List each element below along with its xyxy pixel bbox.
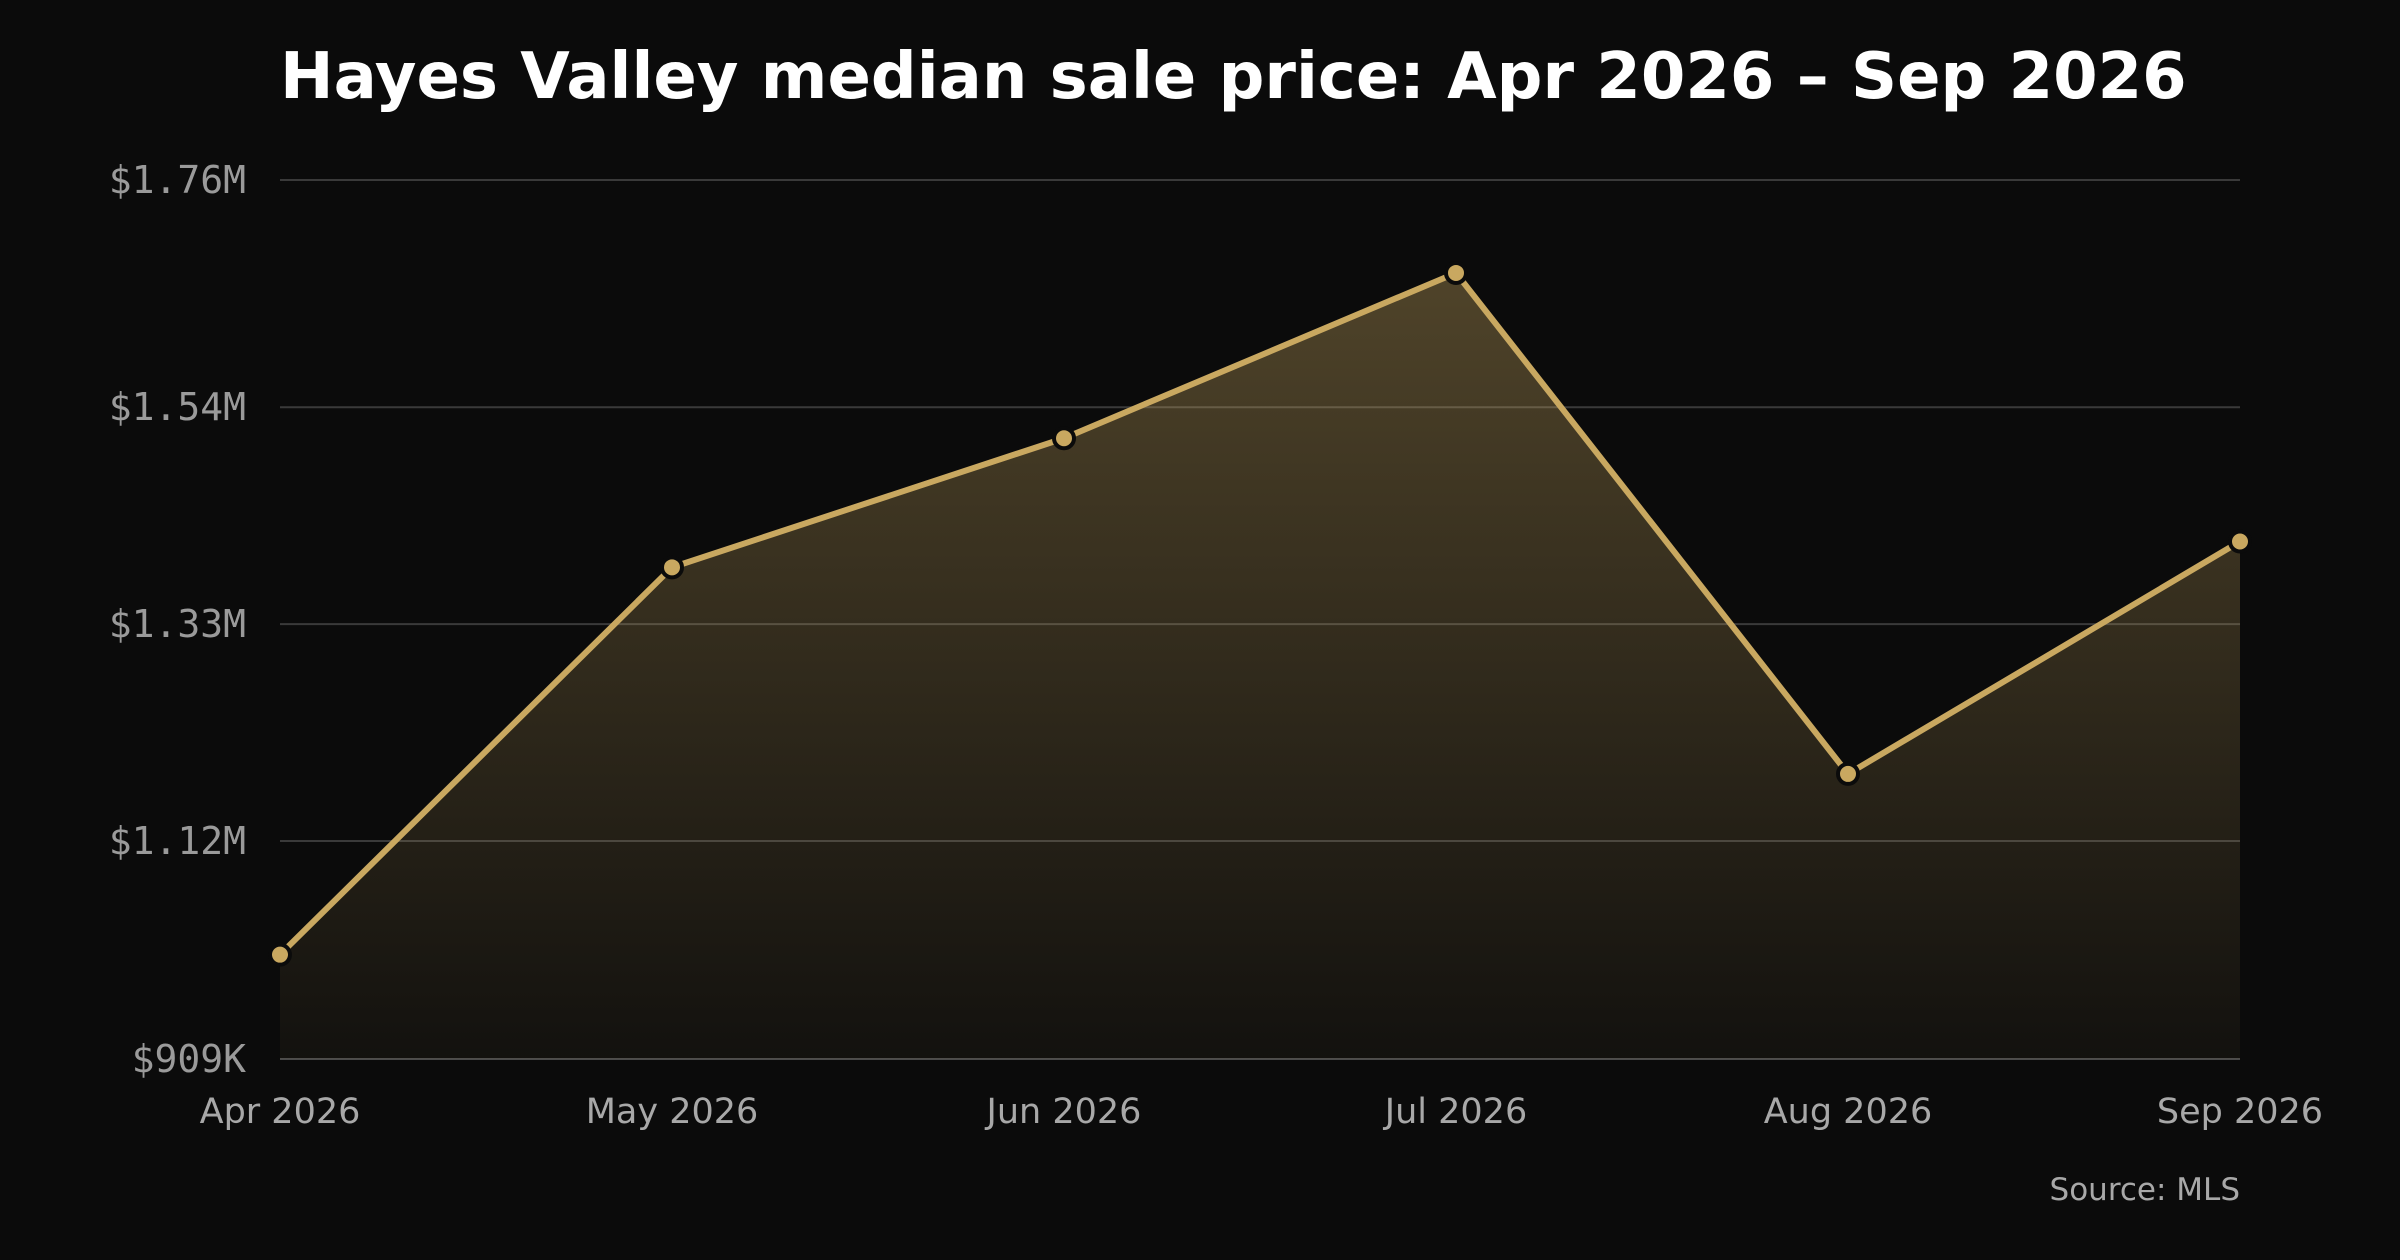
data-point-aug-2026 xyxy=(1836,761,1860,786)
data-point-may-2026 xyxy=(660,555,684,580)
data-point-jul-2026 xyxy=(1444,260,1468,285)
data-point-apr-2026 xyxy=(268,942,292,967)
source-note: Source: MLS xyxy=(2050,1172,2240,1208)
series-line-layer xyxy=(277,269,2243,958)
chart-title: Hayes Valley median sale price: Apr 2026… xyxy=(280,40,2187,114)
series-line xyxy=(277,269,2243,958)
x-tick-label: Aug 2026 xyxy=(1764,1092,1933,1132)
x-tick-label: May 2026 xyxy=(586,1092,759,1132)
y-tick-label: $1.76M xyxy=(109,158,246,202)
y-tick-label: $909K xyxy=(132,1037,247,1081)
y-tick-label: $1.33M xyxy=(109,602,246,646)
y-tick-label: $1.54M xyxy=(109,385,246,429)
data-point-sep-2026 xyxy=(2228,529,2252,554)
data-points xyxy=(268,260,2252,967)
x-axis-tick-labels: Apr 2026 May 2026 Jun 2026 Jul 2026 Aug 2026… xyxy=(200,1092,2323,1132)
y-tick-label: $1.12M xyxy=(109,819,246,863)
x-tick-label: Jul 2026 xyxy=(1383,1092,1527,1132)
data-point-jun-2026 xyxy=(1052,426,1076,451)
x-tick-label: Apr 2026 xyxy=(200,1092,361,1132)
area-fill-layer xyxy=(280,272,2240,1060)
area-fill xyxy=(280,272,2240,1060)
y-axis-tick-labels: $909K $1.12M $1.33M $1.54M $1.76M xyxy=(109,158,246,1081)
x-tick-label: Sep 2026 xyxy=(2157,1092,2323,1132)
x-tick-label: Jun 2026 xyxy=(985,1092,1142,1132)
